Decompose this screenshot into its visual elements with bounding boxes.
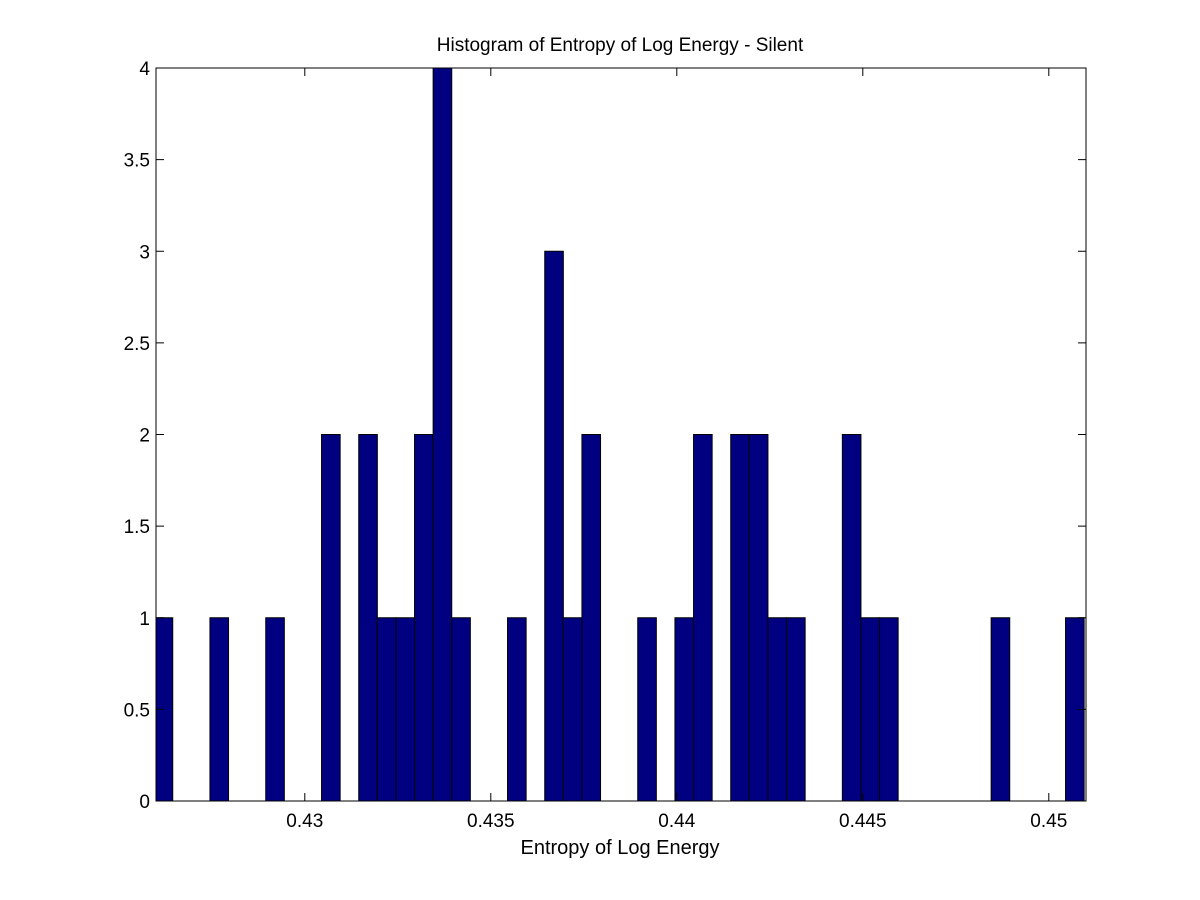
- histogram-bar: [209, 617, 230, 802]
- histogram-bar: [507, 617, 527, 802]
- histogram-bar: [321, 434, 341, 802]
- x-tick-label: 0.45: [1030, 811, 1067, 832]
- histogram-bar: [767, 617, 788, 802]
- histogram-bar: [395, 617, 416, 802]
- x-tick-label: 0.43: [286, 811, 323, 832]
- histogram-bar: [376, 617, 397, 802]
- histogram-bar: [432, 67, 453, 802]
- y-tick-label: 2.5: [124, 334, 150, 355]
- y-tick-label: 3.5: [124, 151, 150, 172]
- y-axis-tick-labels: 0 0.5 1 1.5 2 2.5 3 3.5 4: [124, 59, 151, 813]
- chart-title: Histogram of Entropy of Log Energy - Sil…: [437, 35, 804, 56]
- x-axis-label: Entropy of Log Energy: [520, 837, 719, 859]
- histogram-bar: [451, 617, 471, 802]
- y-tick-label: 1: [139, 609, 150, 630]
- histogram-bar: [581, 434, 602, 802]
- x-axis-tick-labels: 0.43 0.435 0.44 0.445 0.45: [286, 811, 1067, 832]
- histogram-bar: [562, 617, 583, 802]
- histogram-bar: [860, 617, 881, 802]
- y-tick-label: 0: [139, 792, 150, 813]
- histogram-bar: [358, 434, 378, 802]
- x-tick-label: 0.44: [658, 811, 695, 832]
- y-tick-label: 1.5: [124, 517, 150, 538]
- histogram-bar: [544, 250, 564, 802]
- plot-area-frame: [155, 67, 1087, 802]
- histogram-bar: [414, 434, 434, 802]
- y-tick-label: 4: [139, 59, 150, 80]
- histogram-bar: [637, 617, 657, 802]
- histogram-bar: [748, 434, 769, 802]
- histogram-bar: [841, 434, 862, 802]
- x-tick-label: 0.435: [467, 811, 515, 832]
- histogram-bar: [265, 617, 285, 802]
- y-tick-label: 0.5: [124, 700, 150, 721]
- histogram-bar: [786, 617, 806, 802]
- y-tick-label: 3: [139, 242, 150, 263]
- histogram-bar: [879, 617, 899, 802]
- histogram-bar: [730, 434, 750, 802]
- plot-area-background: [156, 68, 1086, 801]
- y-tick-label: 2: [139, 426, 150, 447]
- histogram-bar: [693, 434, 713, 802]
- x-tick-label: 0.445: [839, 811, 887, 832]
- histogram-bar: [990, 617, 1011, 802]
- histogram-bar: [674, 617, 695, 802]
